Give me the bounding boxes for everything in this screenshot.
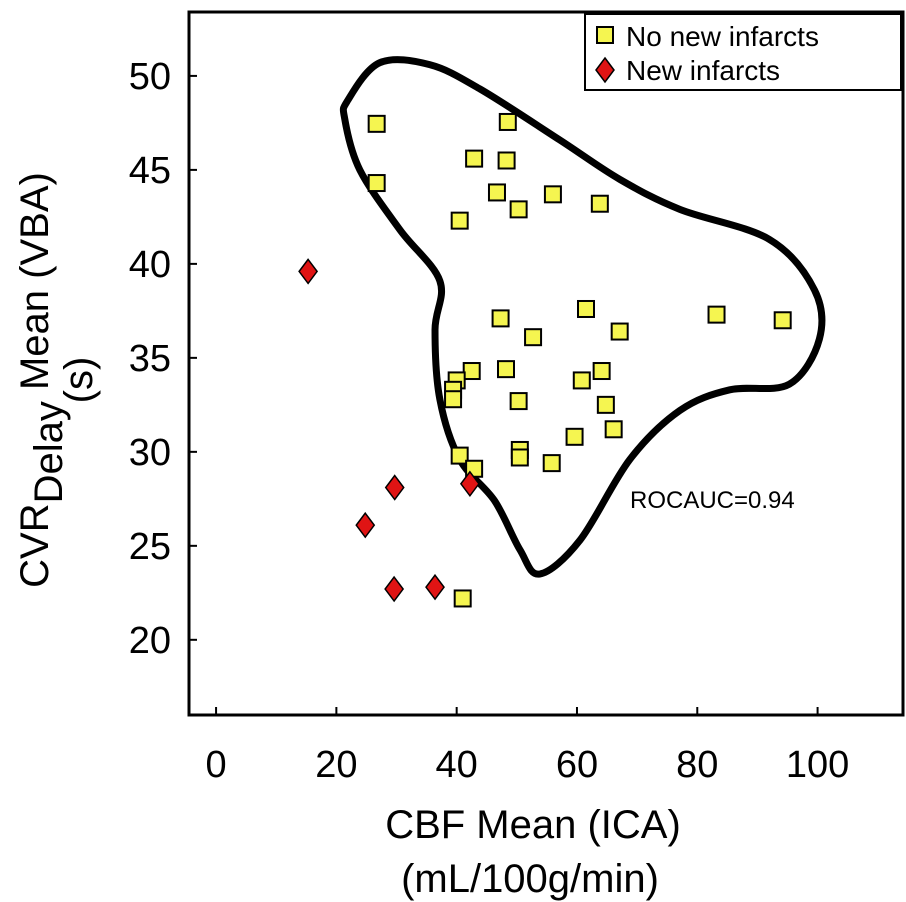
point-no-new-infarct (592, 362, 611, 381)
legend-marker-diamond (595, 56, 615, 84)
point-no-new-infarct (509, 392, 528, 411)
legend: No new infarcts New infarcts (584, 13, 902, 91)
point-no-new-infarct (450, 211, 469, 230)
point-new-infarct (355, 511, 376, 539)
x-tick-label: 100 (786, 744, 849, 786)
point-no-new-infarct (444, 390, 463, 409)
point-new-infarct (459, 470, 480, 498)
point-new-infarct (425, 573, 445, 601)
x-tick-label: 20 (315, 744, 357, 786)
point-no-new-infarct (497, 151, 516, 170)
point-no-new-infarct (590, 194, 609, 213)
y-tick-label: 40 (129, 244, 171, 286)
x-tick-label: 60 (556, 744, 598, 786)
x-tick-label: 40 (436, 744, 478, 786)
point-new-infarct (384, 474, 405, 501)
y-tick-label: 35 (129, 338, 171, 380)
point-no-new-infarct (577, 299, 596, 318)
point-no-new-infarct (604, 420, 623, 439)
x-axis-label: CBF Mean (ICA) (385, 803, 681, 847)
annotation-rocauc: ROCAUC=0.94 (630, 487, 795, 514)
plot-marks (298, 56, 826, 608)
legend-box (584, 13, 902, 91)
y-tick-label: 30 (129, 432, 171, 474)
point-no-new-infarct (496, 360, 515, 379)
decision-contour (339, 56, 826, 578)
point-no-new-infarct (565, 427, 584, 446)
point-no-new-infarct (491, 309, 510, 328)
point-no-new-infarct (498, 112, 517, 131)
point-new-infarct (384, 575, 405, 603)
y-tick-label: 20 (129, 620, 171, 662)
point-no-new-infarct (509, 200, 528, 219)
point-no-new-infarct (450, 446, 469, 465)
y-label-sub: Delay (27, 401, 71, 503)
point-no-new-infarct (367, 174, 386, 193)
y-label-main: CVR (13, 503, 57, 587)
point-no-new-infarct (572, 371, 591, 390)
point-no-new-infarct (542, 454, 561, 473)
legend-label-no-new: No new infarcts (626, 21, 819, 52)
legend-label-new: New infarcts (626, 55, 780, 86)
y-tick-label: 45 (129, 150, 171, 192)
x-tick-label: 0 (205, 744, 226, 786)
point-no-new-infarct (773, 311, 792, 330)
x-axis-label-units: (mL/100g/min) (401, 857, 659, 901)
svg-text:CVRDelay Mean (VBA): CVRDelay Mean (VBA) (13, 172, 71, 588)
y-axis-label-units: (s) (57, 357, 101, 404)
point-new-infarct (298, 258, 319, 285)
point-no-new-infarct (707, 305, 726, 324)
point-no-new-infarct (543, 185, 562, 204)
axes-box (187, 10, 905, 717)
ticks: 0 20 40 60 80 100 20 25 30 35 40 45 50 (129, 56, 850, 786)
y-label-rest: Mean (VBA) (13, 172, 57, 401)
point-no-new-infarct (367, 114, 386, 133)
point-no-new-infarct (462, 362, 481, 381)
point-no-new-infarct (487, 183, 506, 202)
point-no-new-infarct (524, 328, 543, 347)
x-tick-label: 80 (676, 744, 718, 786)
y-tick-label: 50 (129, 56, 171, 98)
point-no-new-infarct (596, 395, 615, 414)
y-axis-label: CVRDelay Mean (VBA) (s) (13, 172, 101, 588)
point-no-new-infarct (453, 589, 472, 608)
point-no-new-infarct (465, 149, 484, 168)
legend-marker-square (596, 26, 614, 44)
point-no-new-infarct (610, 322, 629, 341)
y-tick-label: 25 (129, 526, 171, 568)
point-no-new-infarct (510, 448, 529, 467)
